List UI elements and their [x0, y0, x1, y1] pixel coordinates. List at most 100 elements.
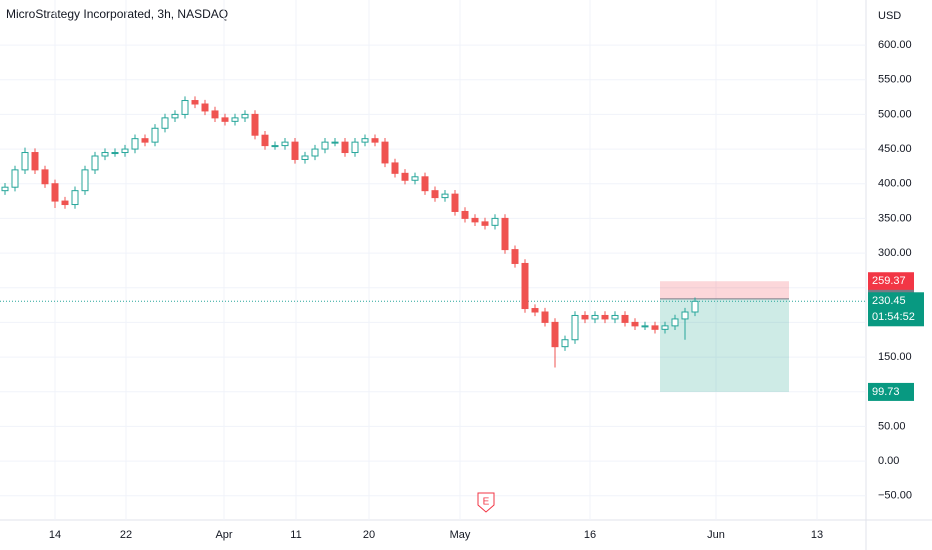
y-tick-label: 0.00: [878, 455, 899, 467]
y-tick-label: 550.00: [878, 74, 912, 86]
candle-body: [551, 321, 559, 348]
candle-body: [621, 314, 629, 323]
candle-body: [141, 138, 149, 143]
candle-body: [591, 314, 599, 320]
candle-body: [311, 148, 319, 157]
candle-body: [661, 325, 669, 330]
candle-body: [521, 262, 529, 310]
candle-body: [561, 339, 569, 348]
x-tick-label: 16: [584, 529, 596, 541]
axis-unit: USD: [878, 10, 901, 22]
event-marker: [477, 492, 495, 513]
candle-body: [281, 141, 289, 147]
candle-body: [241, 113, 249, 119]
candle-body: [151, 127, 159, 143]
candle-body: [681, 311, 689, 320]
y-tick-label: 400.00: [878, 178, 912, 190]
candle-body: [11, 169, 19, 188]
y-tick-label: 500.00: [878, 108, 912, 120]
candle-body: [371, 138, 379, 143]
candle-body: [671, 318, 679, 327]
x-tick-label: 11: [290, 529, 301, 541]
candle-body: [361, 138, 369, 143]
candle-body: [581, 314, 589, 320]
y-tick-label: −50.00: [878, 490, 912, 502]
candle-body: [461, 210, 469, 219]
y-tick-label: 300.00: [878, 247, 912, 259]
stop-zone: [660, 281, 789, 299]
candle-body: [321, 141, 329, 150]
x-tick-label: 14: [49, 529, 61, 541]
candle-body: [191, 100, 199, 105]
candle-body: [421, 176, 429, 192]
countdown: 01:54:52: [872, 311, 915, 323]
stop-price-tag: 259.37: [872, 275, 906, 287]
candle-body: [391, 162, 399, 174]
candle-body: [501, 217, 509, 251]
candle-body: [91, 155, 99, 171]
candle-body: [471, 217, 479, 223]
candle-body: [111, 152, 119, 155]
chart-title: MicroStrategy Incorporated, 3h, NASDAQ: [6, 7, 228, 21]
candle-body: [21, 152, 29, 171]
candle-body: [431, 190, 439, 199]
stop-price-tag-bg: [868, 272, 914, 291]
candle-body: [31, 152, 39, 171]
candle-body: [351, 141, 359, 154]
candle-body: [251, 113, 259, 136]
x-tick-label: Apr: [215, 529, 232, 541]
candle-body: [81, 169, 89, 192]
y-tick-label: 350.00: [878, 212, 912, 224]
candle-body: [601, 314, 609, 320]
candle-body: [1, 186, 9, 192]
candle-body: [341, 141, 349, 154]
candle-body: [271, 145, 279, 148]
y-tick-label: 600.00: [878, 39, 912, 51]
candle-body: [481, 221, 489, 226]
candle-body: [181, 100, 189, 115]
candle-body: [631, 321, 639, 327]
candle-body: [411, 176, 419, 181]
x-tick-label: May: [450, 529, 471, 541]
x-tick-label: 13: [811, 529, 823, 541]
last-price-tag: 230.45: [872, 295, 906, 307]
candle-body: [61, 200, 69, 206]
x-tick-label: 20: [363, 529, 375, 541]
last-price-tag-bg: [868, 292, 924, 327]
candle-body: [301, 155, 309, 160]
target-price-tag-bg: [868, 382, 914, 401]
target-zone: [660, 298, 789, 392]
candle-body: [441, 193, 449, 199]
candle-body: [121, 148, 129, 154]
candle-body: [51, 183, 59, 202]
candle-body: [611, 314, 619, 320]
candle-body: [261, 134, 269, 147]
candle-body: [211, 110, 219, 119]
event-label: E: [483, 497, 490, 508]
candle-body: [41, 169, 49, 185]
candle-body: [401, 172, 409, 181]
candle-body: [541, 311, 549, 323]
y-tick-label: 450.00: [878, 143, 912, 155]
x-tick-label: Jun: [707, 529, 725, 541]
candle-body: [161, 117, 169, 129]
candle-body: [221, 117, 229, 122]
x-tick-label: 22: [120, 529, 132, 541]
candle-body: [231, 117, 239, 122]
candle-body: [491, 217, 499, 226]
candle-body: [201, 103, 209, 112]
candle-body: [101, 152, 109, 157]
candle-body: [451, 193, 459, 212]
y-tick-label: 150.00: [878, 351, 912, 363]
candle-body: [641, 325, 649, 328]
candle-body: [131, 138, 139, 150]
candle-body: [291, 141, 299, 160]
candle-body: [571, 314, 579, 341]
candle-body: [691, 300, 699, 313]
y-tick-label: 50.00: [878, 420, 906, 432]
target-price-tag: 99.73: [872, 386, 900, 398]
candle-body: [381, 141, 389, 164]
candle-body: [331, 141, 339, 144]
